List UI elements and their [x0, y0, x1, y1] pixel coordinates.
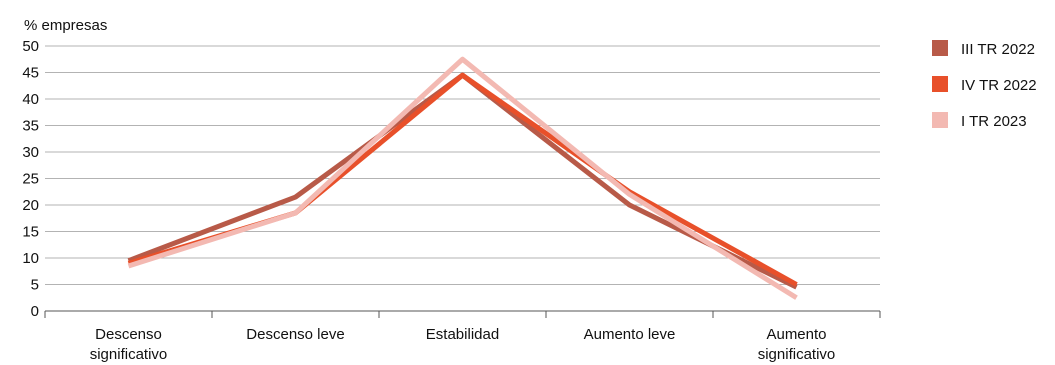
legend-swatch — [932, 76, 948, 92]
legend-label: I TR 2023 — [961, 113, 1027, 130]
series-lines — [127, 56, 798, 300]
y-tick-label: 50 — [22, 38, 39, 55]
x-axis: Descenso significativo Descenso leve Estabi… — [44, 310, 881, 363]
series-line-2 — [127, 72, 798, 287]
series-line-3 — [127, 56, 798, 300]
legend-label: IV TR 2022 — [961, 77, 1037, 94]
legend-swatch — [932, 40, 948, 56]
y-tick-label: 25 — [22, 171, 39, 188]
series-line-1 — [127, 72, 798, 290]
y-tick-label: 30 — [22, 144, 39, 161]
legend: III TR 2022 IV TR 2022 I TR 2023 — [932, 40, 1037, 130]
y-tick-label: 0 — [31, 303, 39, 320]
x-tick-label: Descenso leve — [246, 326, 344, 343]
y-tick-label: 10 — [22, 250, 39, 267]
x-tick-label: Aumento leve — [584, 326, 676, 343]
legend-label: III TR 2022 — [961, 41, 1035, 58]
gridlines — [45, 45, 880, 285]
y-tick-label: 15 — [22, 224, 39, 241]
y-axis-title: % empresas — [24, 17, 107, 34]
legend-swatch — [932, 112, 948, 128]
y-axis-ticks: 0 5 10 15 20 25 30 35 40 45 50 — [22, 38, 39, 320]
y-tick-label: 20 — [22, 197, 39, 214]
y-tick-label: 5 — [31, 277, 39, 294]
x-tick-label: Descenso significativo — [90, 326, 168, 363]
x-tick-label: Estabilidad — [426, 326, 499, 343]
y-tick-label: 35 — [22, 118, 39, 135]
y-tick-label: 45 — [22, 65, 39, 82]
y-tick-label: 40 — [22, 91, 39, 108]
x-tick-label: Aumento significativo — [758, 326, 836, 363]
